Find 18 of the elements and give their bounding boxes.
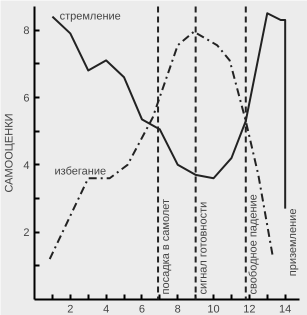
x-tick-label: 14 [279, 304, 292, 315]
ref-line-label: свободное падение [248, 194, 260, 294]
y-axis-title: САМООЦЕНКИ [3, 113, 16, 193]
x-tick-label: 6 [138, 304, 145, 315]
y-tick-label: 8 [23, 25, 30, 38]
x-tick-label: 4 [103, 304, 110, 315]
ref-line-label: сигнал готовности [197, 202, 210, 294]
x-tick-label: 12 [243, 304, 256, 315]
x-tick-label: 10 [207, 304, 220, 315]
y-tick-label: 4 [23, 160, 30, 172]
series-label: стремление [60, 10, 121, 23]
x-tick-label: 2 [67, 304, 74, 315]
y-tick-label: 6 [23, 92, 30, 104]
ref-line-label: посадка в самолет [160, 198, 172, 294]
series-label: избегание [54, 166, 106, 178]
annotation: приземление [286, 208, 299, 276]
y-tick-label: 2 [23, 227, 30, 240]
x-tick-label: 8 [174, 304, 181, 315]
